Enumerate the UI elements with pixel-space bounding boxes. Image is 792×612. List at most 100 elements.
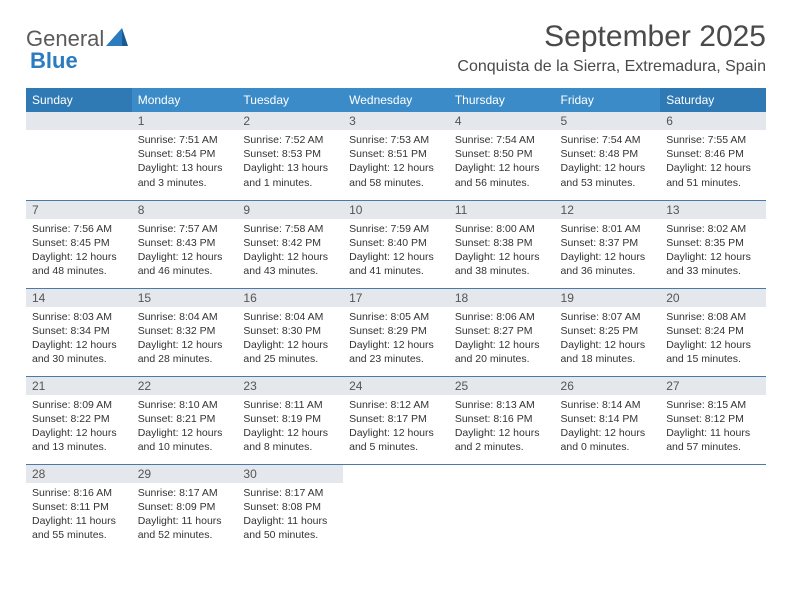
- day-details: Sunrise: 8:08 AMSunset: 8:24 PMDaylight:…: [660, 307, 766, 370]
- day-number: 12: [555, 201, 661, 219]
- calendar-empty: [343, 464, 449, 552]
- day-details: Sunrise: 7:57 AMSunset: 8:43 PMDaylight:…: [132, 219, 238, 282]
- day-number: 19: [555, 289, 661, 307]
- calendar-day: 25Sunrise: 8:13 AMSunset: 8:16 PMDayligh…: [449, 376, 555, 464]
- day-number: 15: [132, 289, 238, 307]
- calendar-day: 6Sunrise: 7:55 AMSunset: 8:46 PMDaylight…: [660, 112, 766, 200]
- day-number: 3: [343, 112, 449, 130]
- day-number: 17: [343, 289, 449, 307]
- day-header-sunday: Sunday: [26, 88, 132, 112]
- calendar-day: 8Sunrise: 7:57 AMSunset: 8:43 PMDaylight…: [132, 200, 238, 288]
- day-details: Sunrise: 8:11 AMSunset: 8:19 PMDaylight:…: [237, 395, 343, 458]
- title-block: September 2025 Conquista de la Sierra, E…: [457, 20, 766, 76]
- day-details: Sunrise: 8:09 AMSunset: 8:22 PMDaylight:…: [26, 395, 132, 458]
- day-details: Sunrise: 7:52 AMSunset: 8:53 PMDaylight:…: [237, 130, 343, 193]
- calendar-day: 4Sunrise: 7:54 AMSunset: 8:50 PMDaylight…: [449, 112, 555, 200]
- day-header-thursday: Thursday: [449, 88, 555, 112]
- day-details: Sunrise: 8:10 AMSunset: 8:21 PMDaylight:…: [132, 395, 238, 458]
- day-number: 10: [343, 201, 449, 219]
- day-details: Sunrise: 8:17 AMSunset: 8:08 PMDaylight:…: [237, 483, 343, 546]
- calendar-day: 7Sunrise: 7:56 AMSunset: 8:45 PMDaylight…: [26, 200, 132, 288]
- calendar-day: 2Sunrise: 7:52 AMSunset: 8:53 PMDaylight…: [237, 112, 343, 200]
- day-number: 24: [343, 377, 449, 395]
- day-number: 1: [132, 112, 238, 130]
- day-number: 22: [132, 377, 238, 395]
- day-number: 7: [26, 201, 132, 219]
- day-details: Sunrise: 8:03 AMSunset: 8:34 PMDaylight:…: [26, 307, 132, 370]
- day-header-row: SundayMondayTuesdayWednesdayThursdayFrid…: [26, 88, 766, 112]
- day-details: Sunrise: 7:59 AMSunset: 8:40 PMDaylight:…: [343, 219, 449, 282]
- day-details: Sunrise: 8:01 AMSunset: 8:37 PMDaylight:…: [555, 219, 661, 282]
- day-header-monday: Monday: [132, 88, 238, 112]
- calendar-week: 1Sunrise: 7:51 AMSunset: 8:54 PMDaylight…: [26, 112, 766, 200]
- day-details: Sunrise: 8:05 AMSunset: 8:29 PMDaylight:…: [343, 307, 449, 370]
- calendar-day: 24Sunrise: 8:12 AMSunset: 8:17 PMDayligh…: [343, 376, 449, 464]
- day-number: 21: [26, 377, 132, 395]
- calendar-day: 20Sunrise: 8:08 AMSunset: 8:24 PMDayligh…: [660, 288, 766, 376]
- logo-sub: Blue: [30, 48, 78, 74]
- day-number: 26: [555, 377, 661, 395]
- day-details: Sunrise: 8:13 AMSunset: 8:16 PMDaylight:…: [449, 395, 555, 458]
- day-details: Sunrise: 8:15 AMSunset: 8:12 PMDaylight:…: [660, 395, 766, 458]
- calendar-table: SundayMondayTuesdayWednesdayThursdayFrid…: [26, 88, 766, 552]
- location: Conquista de la Sierra, Extremadura, Spa…: [457, 58, 766, 76]
- calendar-day: 14Sunrise: 8:03 AMSunset: 8:34 PMDayligh…: [26, 288, 132, 376]
- day-details: Sunrise: 7:54 AMSunset: 8:50 PMDaylight:…: [449, 130, 555, 193]
- calendar-day: 29Sunrise: 8:17 AMSunset: 8:09 PMDayligh…: [132, 464, 238, 552]
- logo-text-2: Blue: [30, 48, 78, 73]
- day-number: 18: [449, 289, 555, 307]
- day-number: 30: [237, 465, 343, 483]
- day-details: Sunrise: 8:12 AMSunset: 8:17 PMDaylight:…: [343, 395, 449, 458]
- day-number: 20: [660, 289, 766, 307]
- calendar-day: 17Sunrise: 8:05 AMSunset: 8:29 PMDayligh…: [343, 288, 449, 376]
- day-details: Sunrise: 8:06 AMSunset: 8:27 PMDaylight:…: [449, 307, 555, 370]
- day-details: Sunrise: 7:55 AMSunset: 8:46 PMDaylight:…: [660, 130, 766, 193]
- day-number: 27: [660, 377, 766, 395]
- day-header-tuesday: Tuesday: [237, 88, 343, 112]
- day-number: 5: [555, 112, 661, 130]
- day-number: 28: [26, 465, 132, 483]
- calendar-day: 1Sunrise: 7:51 AMSunset: 8:54 PMDaylight…: [132, 112, 238, 200]
- day-number: 14: [26, 289, 132, 307]
- day-details: Sunrise: 8:16 AMSunset: 8:11 PMDaylight:…: [26, 483, 132, 546]
- calendar-day: 27Sunrise: 8:15 AMSunset: 8:12 PMDayligh…: [660, 376, 766, 464]
- day-details: Sunrise: 8:07 AMSunset: 8:25 PMDaylight:…: [555, 307, 661, 370]
- calendar-empty: [449, 464, 555, 552]
- calendar-day: 5Sunrise: 7:54 AMSunset: 8:48 PMDaylight…: [555, 112, 661, 200]
- day-header-saturday: Saturday: [660, 88, 766, 112]
- logo-triangle-icon: [106, 28, 128, 51]
- day-details: Sunrise: 8:14 AMSunset: 8:14 PMDaylight:…: [555, 395, 661, 458]
- day-number: 6: [660, 112, 766, 130]
- day-number: 29: [132, 465, 238, 483]
- calendar-day: 11Sunrise: 8:00 AMSunset: 8:38 PMDayligh…: [449, 200, 555, 288]
- calendar-empty: [660, 464, 766, 552]
- calendar-day: 13Sunrise: 8:02 AMSunset: 8:35 PMDayligh…: [660, 200, 766, 288]
- day-details: Sunrise: 7:54 AMSunset: 8:48 PMDaylight:…: [555, 130, 661, 193]
- day-details: Sunrise: 8:17 AMSunset: 8:09 PMDaylight:…: [132, 483, 238, 546]
- day-header-wednesday: Wednesday: [343, 88, 449, 112]
- calendar-week: 28Sunrise: 8:16 AMSunset: 8:11 PMDayligh…: [26, 464, 766, 552]
- calendar-body: 1Sunrise: 7:51 AMSunset: 8:54 PMDaylight…: [26, 112, 766, 552]
- day-number: 16: [237, 289, 343, 307]
- calendar-empty: [26, 112, 132, 200]
- day-header-friday: Friday: [555, 88, 661, 112]
- day-details: Sunrise: 8:04 AMSunset: 8:30 PMDaylight:…: [237, 307, 343, 370]
- day-number: 4: [449, 112, 555, 130]
- calendar-empty: [555, 464, 661, 552]
- header: General September 2025 Conquista de la S…: [26, 20, 766, 76]
- calendar-week: 21Sunrise: 8:09 AMSunset: 8:22 PMDayligh…: [26, 376, 766, 464]
- calendar-day: 22Sunrise: 8:10 AMSunset: 8:21 PMDayligh…: [132, 376, 238, 464]
- day-details: Sunrise: 7:51 AMSunset: 8:54 PMDaylight:…: [132, 130, 238, 193]
- day-number: 13: [660, 201, 766, 219]
- calendar-day: 3Sunrise: 7:53 AMSunset: 8:51 PMDaylight…: [343, 112, 449, 200]
- calendar-day: 15Sunrise: 8:04 AMSunset: 8:32 PMDayligh…: [132, 288, 238, 376]
- day-number: 2: [237, 112, 343, 130]
- month-title: September 2025: [457, 20, 766, 54]
- calendar-day: 23Sunrise: 8:11 AMSunset: 8:19 PMDayligh…: [237, 376, 343, 464]
- day-number: 25: [449, 377, 555, 395]
- calendar-day: 12Sunrise: 8:01 AMSunset: 8:37 PMDayligh…: [555, 200, 661, 288]
- day-number: 11: [449, 201, 555, 219]
- calendar-day: 18Sunrise: 8:06 AMSunset: 8:27 PMDayligh…: [449, 288, 555, 376]
- day-details: Sunrise: 7:56 AMSunset: 8:45 PMDaylight:…: [26, 219, 132, 282]
- day-details: Sunrise: 7:53 AMSunset: 8:51 PMDaylight:…: [343, 130, 449, 193]
